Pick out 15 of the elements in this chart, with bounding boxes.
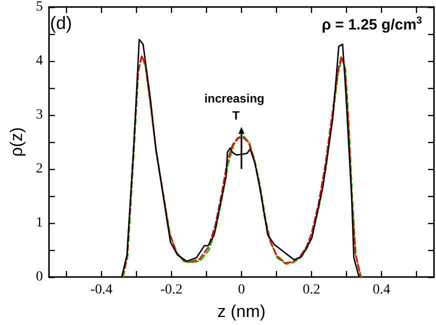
y-tick-label: 0 — [36, 270, 43, 284]
y-tick-label: 3 — [36, 108, 43, 122]
x-tick-label: 0 — [238, 282, 245, 298]
x-tick-label: 0.2 — [302, 282, 320, 298]
y-tick-label: 2 — [36, 162, 43, 176]
y-tick-label: 1 — [36, 216, 43, 230]
annotation: increasing T — [204, 92, 268, 122]
y-tick-label: 4 — [36, 54, 43, 68]
y-axis-title: ρ(z) — [7, 127, 26, 157]
x-tick-label: 0.4 — [372, 282, 390, 298]
x-axis-title: z (nm) — [217, 302, 266, 321]
x-tick-label: -0.2 — [160, 282, 183, 298]
y-tick-label: 5 — [36, 0, 43, 14]
x-tick-label: -0.4 — [90, 282, 112, 298]
annotation: (d) — [50, 13, 72, 33]
